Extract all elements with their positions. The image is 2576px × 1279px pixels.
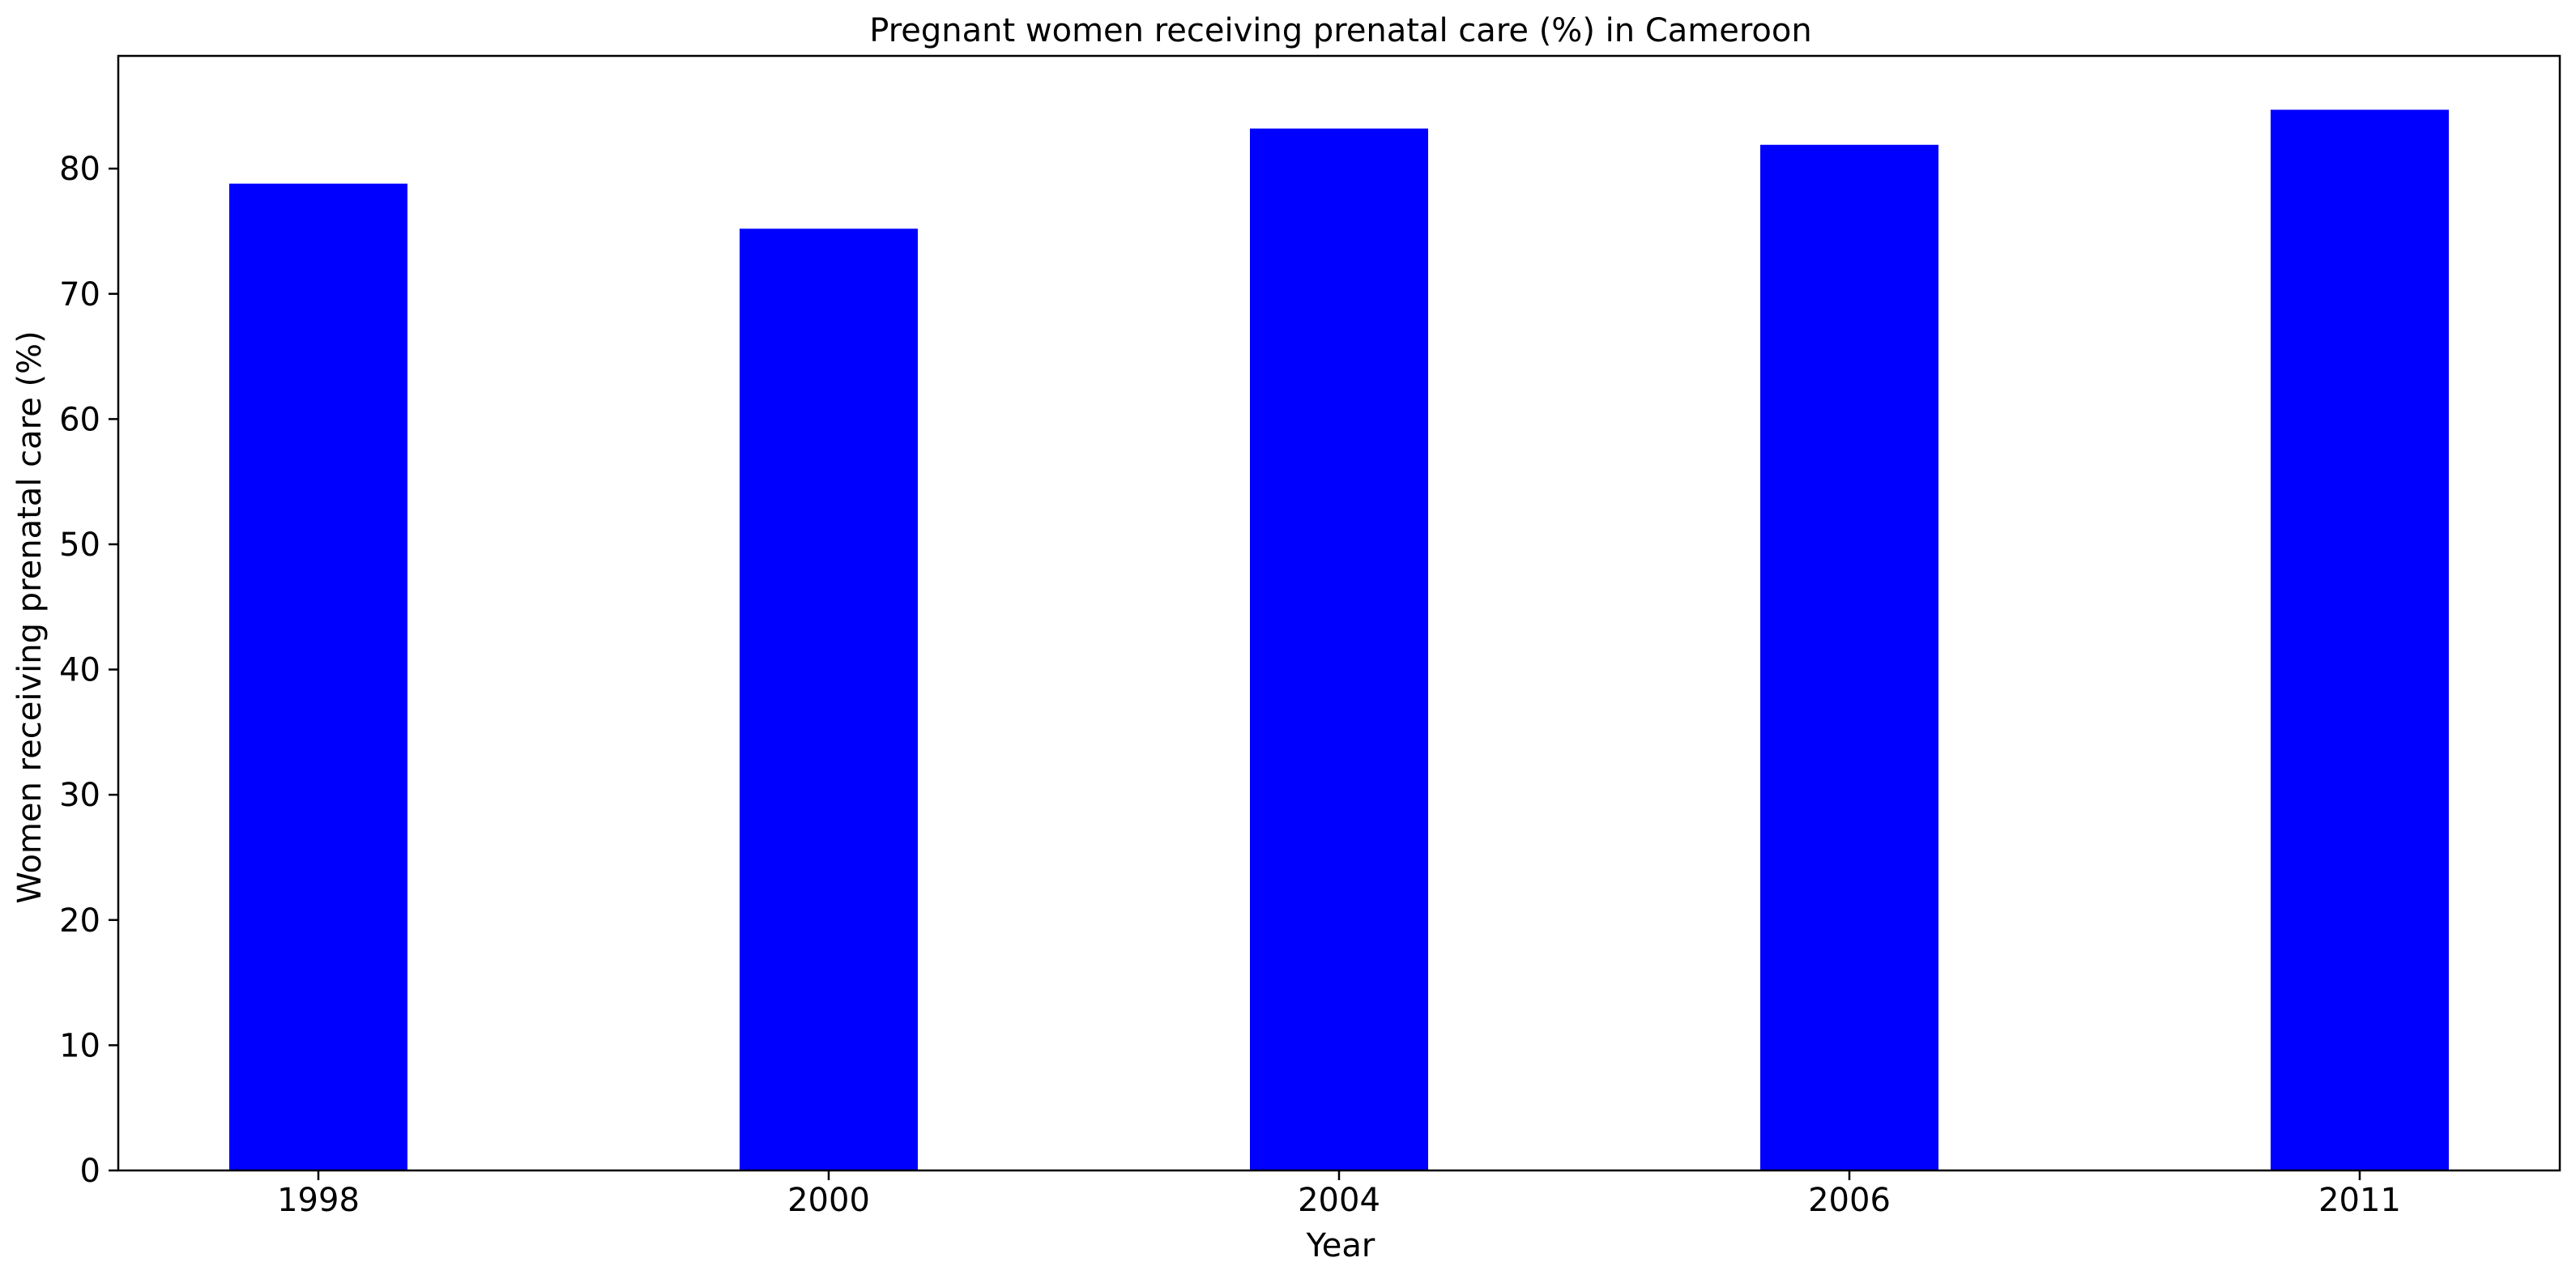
bar-2000 — [740, 228, 918, 1170]
chart-title: Pregnant women receiving prenatal care (… — [869, 12, 1811, 49]
bar-2011 — [2271, 109, 2449, 1170]
y-axis-ticks: 0 10 20 30 40 50 60 70 80 — [59, 151, 118, 1190]
y-tick-label: 50 — [59, 527, 100, 564]
x-tick-label: 2000 — [787, 1182, 870, 1219]
y-axis-label: Women receiving prenatal care (%) — [11, 330, 49, 904]
plot-area: 0 10 20 30 40 50 60 70 80 1998 2000 2004 2006 2011 — [59, 54, 2561, 1219]
x-axis-ticks: 1998 2000 2004 2006 2011 — [277, 1170, 2401, 1219]
x-tick-label: 2006 — [1808, 1182, 1891, 1219]
y-tick-label: 0 — [80, 1153, 100, 1190]
y-tick-label: 20 — [59, 902, 100, 940]
bar-2006 — [1760, 144, 1938, 1171]
y-tick-label: 70 — [59, 276, 100, 313]
y-tick-label: 10 — [59, 1027, 100, 1064]
y-tick-label: 30 — [59, 777, 100, 814]
y-tick-label: 40 — [59, 652, 100, 689]
x-axis-label: Year — [1306, 1227, 1375, 1264]
x-tick-label: 2011 — [2318, 1182, 2401, 1219]
y-tick-label: 80 — [59, 151, 100, 188]
bars — [229, 109, 2449, 1171]
bar-2004 — [1250, 128, 1428, 1171]
bar-1998 — [229, 183, 407, 1171]
y-tick-label: 60 — [59, 401, 100, 438]
x-tick-label: 2004 — [1298, 1182, 1380, 1219]
x-tick-label: 1998 — [277, 1182, 360, 1219]
